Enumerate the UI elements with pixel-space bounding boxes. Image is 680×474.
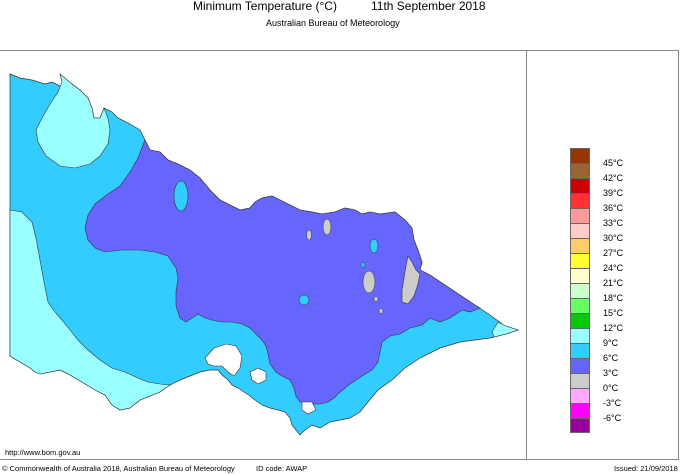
region-9-12-east-tip xyxy=(491,321,519,338)
region-9-12-northwest xyxy=(35,73,111,169)
legend-label: 24°C xyxy=(603,263,624,273)
subtitle: Australian Bureau of Meteorology xyxy=(266,18,400,28)
legend-swatch xyxy=(570,223,590,238)
legend-label: 39°C xyxy=(603,188,624,198)
legend-label: 12°C xyxy=(603,323,624,333)
title-date: 11th September 2018 xyxy=(371,0,486,13)
legend-swatch xyxy=(570,238,590,253)
region-0-3-patch-5 xyxy=(378,308,384,314)
region-0-3-patch-2 xyxy=(322,218,332,236)
temperature-legend xyxy=(570,148,590,433)
region-0-3-alpine-large xyxy=(401,255,421,305)
region-0-3-patch-3 xyxy=(306,229,312,241)
legend-label: 15°C xyxy=(603,308,624,318)
legend-label: 36°C xyxy=(603,203,624,213)
legend-swatch xyxy=(570,163,590,178)
legend-swatch xyxy=(570,418,590,433)
legend-label: 0°C xyxy=(603,383,619,393)
legend-swatch xyxy=(570,178,590,193)
legend-label: 30°C xyxy=(603,233,624,243)
region-6-9-north-pocket xyxy=(173,180,189,212)
region-6-9-pocket-3 xyxy=(360,262,366,268)
port-phillip-bay xyxy=(204,343,243,377)
legend-label: 3°C xyxy=(603,368,619,378)
legend-swatch xyxy=(570,403,590,418)
legend-swatch xyxy=(570,328,590,343)
legend-label: 33°C xyxy=(603,218,624,228)
legend-swatch xyxy=(570,148,590,163)
issued-date: Issued: 21/09/2018 xyxy=(614,464,678,473)
corner-inlet xyxy=(301,401,317,415)
legend-swatch xyxy=(570,343,590,358)
legend-label: 9°C xyxy=(603,338,619,348)
legend-label: -3°C xyxy=(603,398,622,408)
legend-swatch xyxy=(570,208,590,223)
region-0-3-patch-1 xyxy=(362,270,376,294)
legend-swatch xyxy=(570,283,590,298)
legend-swatch xyxy=(570,193,590,208)
legend-label: -6°C xyxy=(603,413,622,423)
legend-swatch xyxy=(570,358,590,373)
legend-swatch xyxy=(570,253,590,268)
legend-label: 45°C xyxy=(603,158,624,168)
copyright-text: © Commonwealth of Australia 2018, Austra… xyxy=(2,464,235,473)
legend-swatch xyxy=(570,388,590,403)
legend-label: 6°C xyxy=(603,353,619,363)
legend-swatch xyxy=(570,313,590,328)
legend-label: 18°C xyxy=(603,293,624,303)
western-port xyxy=(249,367,267,385)
victoria-temperature-map xyxy=(9,73,520,436)
chart-title: Minimum Temperature (°C) 11th September … xyxy=(0,0,680,14)
map-frame xyxy=(0,50,679,460)
legend-swatch xyxy=(570,268,590,283)
region-6-9-pocket-2 xyxy=(298,294,310,306)
legend-swatch xyxy=(570,373,590,388)
source-url[interactable]: http://www.bom.gov.au xyxy=(5,448,81,457)
region-6-9-pocket-1 xyxy=(369,238,379,254)
legend-swatch xyxy=(570,298,590,313)
region-9-12-southwest xyxy=(9,209,171,411)
legend-label: 27°C xyxy=(603,248,624,258)
legend-label: 42°C xyxy=(603,173,624,183)
frame-divider xyxy=(526,50,527,460)
id-code: ID code: AWAP xyxy=(256,464,308,473)
legend-label: 21°C xyxy=(603,278,624,288)
region-0-3-patch-4 xyxy=(373,296,379,302)
title-text: Minimum Temperature (°C) xyxy=(193,0,337,13)
